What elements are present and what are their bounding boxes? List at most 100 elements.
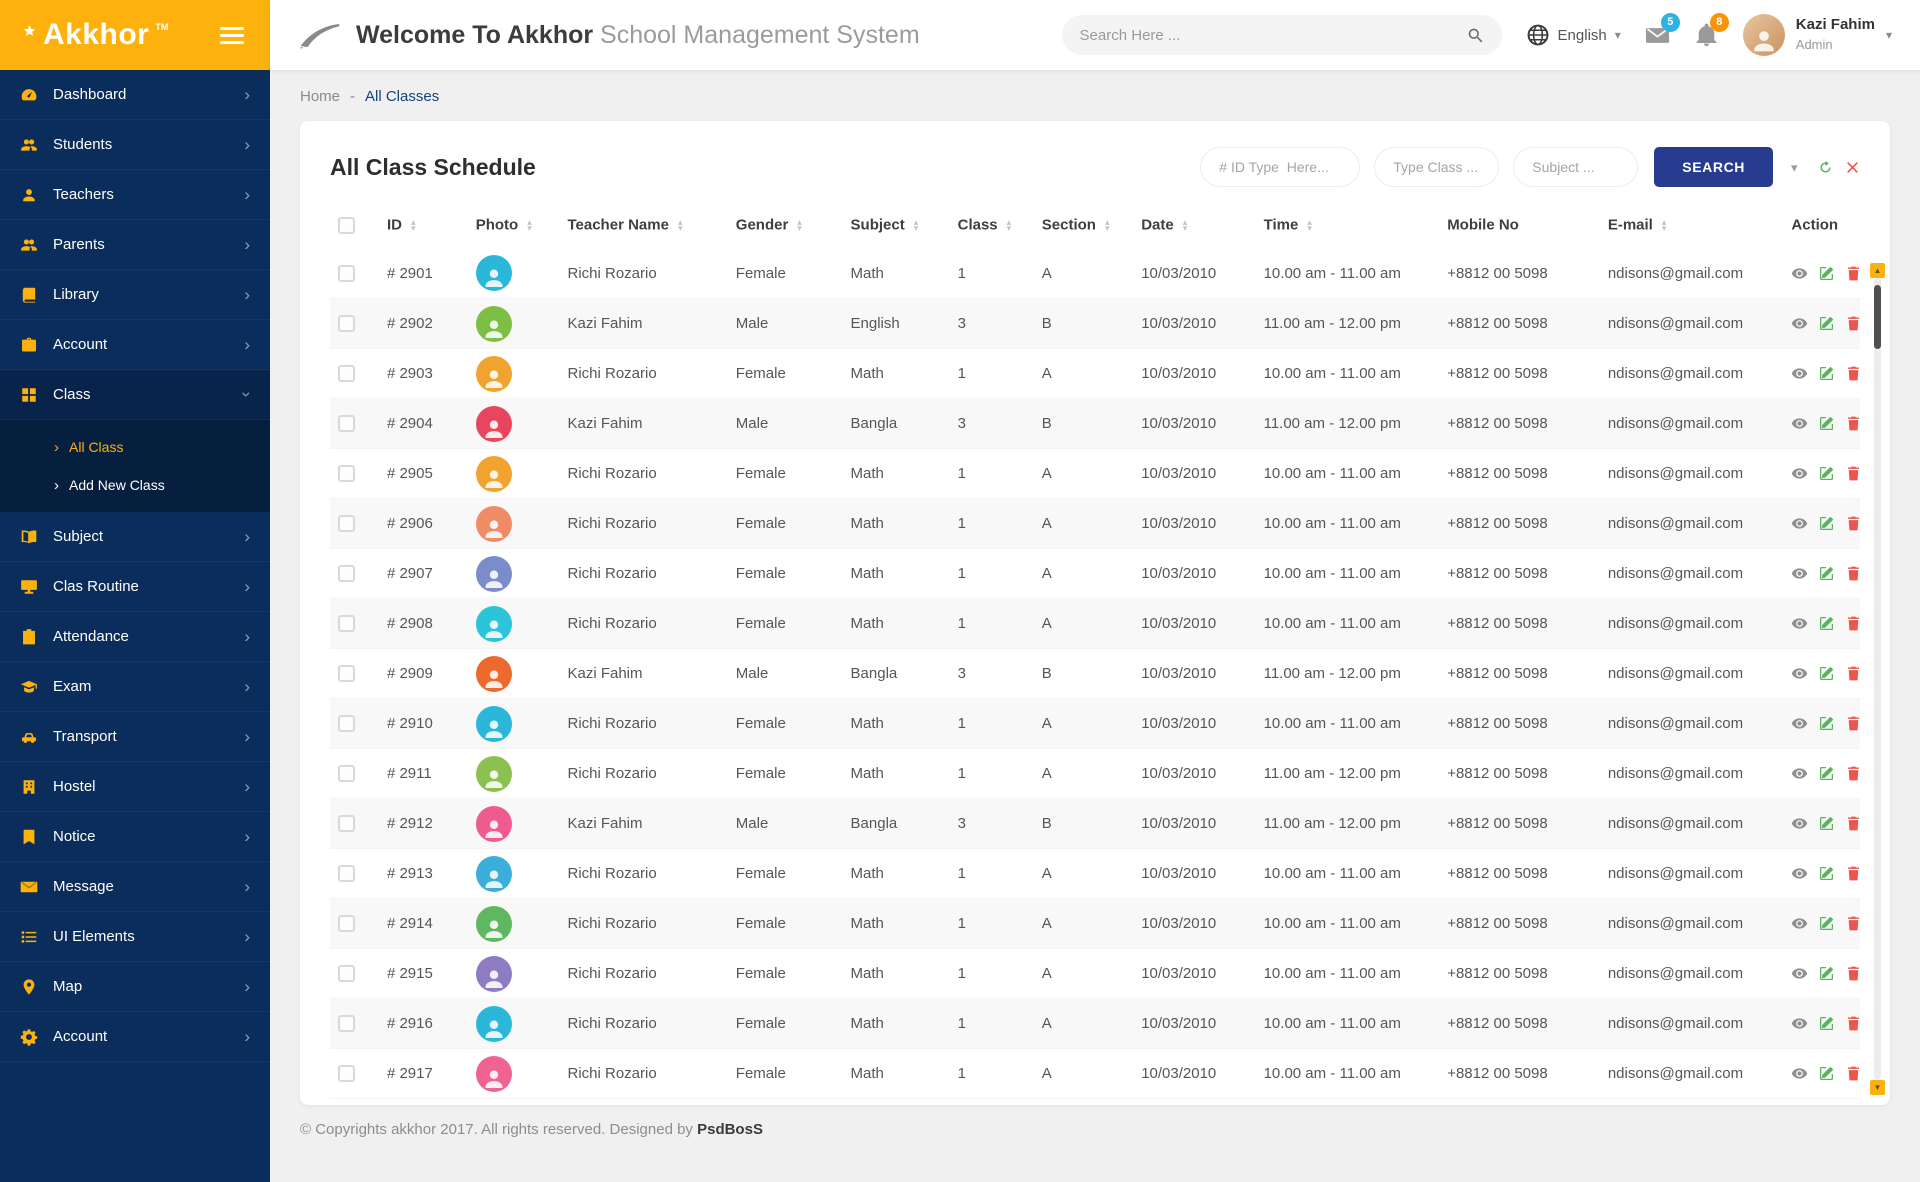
row-checkbox[interactable]	[338, 615, 355, 633]
sidebar-item-exam[interactable]: Exam ›	[0, 662, 270, 712]
delete-icon[interactable]	[1845, 865, 1860, 882]
delete-icon[interactable]	[1845, 615, 1860, 632]
edit-icon[interactable]	[1818, 515, 1835, 532]
view-icon[interactable]	[1791, 915, 1808, 932]
filter-class-input[interactable]	[1374, 147, 1500, 187]
column-header-gender[interactable]: Gender ▴ ▾	[735, 216, 802, 234]
collapse-panel-icon[interactable]: ▾	[1791, 159, 1798, 175]
sidebar-item-attendance[interactable]: Attendance ›	[0, 612, 270, 662]
refresh-icon[interactable]	[1818, 160, 1833, 175]
sort-icon[interactable]: ▴ ▾	[410, 217, 416, 234]
edit-icon[interactable]	[1818, 815, 1835, 832]
column-header-class[interactable]: Class ▴ ▾	[957, 216, 1012, 234]
submenu-item-add-new-class[interactable]: › Add New Class	[0, 466, 270, 504]
sidebar-item-message[interactable]: Message ›	[0, 862, 270, 912]
column-header-e-mail[interactable]: E-mail ▴ ▾	[1607, 216, 1667, 234]
view-icon[interactable]	[1791, 315, 1808, 332]
sidebar-item-account[interactable]: Account ›	[0, 1012, 270, 1062]
edit-icon[interactable]	[1818, 365, 1835, 382]
messages-icon[interactable]: 5	[1645, 12, 1680, 48]
row-checkbox[interactable]	[338, 815, 355, 833]
view-icon[interactable]	[1791, 265, 1808, 282]
row-checkbox[interactable]	[338, 715, 355, 733]
scroll-down-arrow-icon[interactable]: ▼	[1870, 1080, 1885, 1096]
edit-icon[interactable]	[1818, 1065, 1835, 1082]
delete-icon[interactable]	[1845, 965, 1860, 982]
delete-icon[interactable]	[1845, 565, 1860, 582]
column-header-teacher-name[interactable]: Teacher Name ▴ ▾	[567, 216, 683, 234]
select-all-checkbox[interactable]	[338, 216, 355, 234]
view-icon[interactable]	[1791, 465, 1808, 482]
edit-icon[interactable]	[1818, 965, 1835, 982]
sidebar-item-clas-routine[interactable]: Clas Routine ›	[0, 562, 270, 612]
notifications-icon[interactable]: 8	[1694, 12, 1729, 48]
view-icon[interactable]	[1791, 765, 1808, 782]
delete-icon[interactable]	[1845, 915, 1860, 932]
sidebar-item-ui-elements[interactable]: UI Elements ›	[0, 912, 270, 962]
edit-icon[interactable]	[1818, 615, 1835, 632]
edit-icon[interactable]	[1818, 265, 1835, 282]
edit-icon[interactable]	[1818, 865, 1835, 882]
row-checkbox[interactable]	[338, 365, 355, 383]
row-checkbox[interactable]	[338, 265, 355, 283]
search-button[interactable]: SEARCH	[1654, 147, 1773, 187]
breadcrumb-home[interactable]: Home	[300, 88, 341, 105]
delete-icon[interactable]	[1845, 1015, 1860, 1032]
sidebar-item-map[interactable]: Map ›	[0, 962, 270, 1012]
sort-icon[interactable]: ▴ ▾	[1661, 217, 1667, 234]
delete-icon[interactable]	[1845, 365, 1860, 382]
filter-subject-input[interactable]	[1513, 147, 1639, 187]
row-checkbox[interactable]	[338, 915, 355, 933]
delete-icon[interactable]	[1845, 465, 1860, 482]
row-checkbox[interactable]	[338, 515, 355, 533]
view-icon[interactable]	[1791, 415, 1808, 432]
delete-icon[interactable]	[1845, 665, 1860, 682]
row-checkbox[interactable]	[338, 765, 355, 783]
row-checkbox[interactable]	[338, 665, 355, 683]
filter-id-input[interactable]	[1200, 147, 1361, 187]
scroll-up-arrow-icon[interactable]: ▲	[1870, 263, 1885, 278]
view-icon[interactable]	[1791, 965, 1808, 982]
column-header-section[interactable]: Section ▴ ▾	[1041, 216, 1110, 234]
edit-icon[interactable]	[1818, 565, 1835, 582]
delete-icon[interactable]	[1845, 815, 1860, 832]
edit-icon[interactable]	[1818, 765, 1835, 782]
row-checkbox[interactable]	[338, 865, 355, 883]
sidebar-item-dashboard[interactable]: Dashboard ›	[0, 70, 270, 120]
scrollbar-thumb[interactable]	[1874, 285, 1881, 349]
view-icon[interactable]	[1791, 865, 1808, 882]
edit-icon[interactable]	[1818, 465, 1835, 482]
sidebar-item-subject[interactable]: Subject ›	[0, 512, 270, 562]
delete-icon[interactable]	[1845, 715, 1860, 732]
delete-icon[interactable]	[1845, 515, 1860, 532]
sort-icon[interactable]: ▴ ▾	[677, 217, 683, 234]
row-checkbox[interactable]	[338, 565, 355, 583]
sidebar-item-notice[interactable]: Notice ›	[0, 812, 270, 862]
view-icon[interactable]	[1791, 565, 1808, 582]
edit-icon[interactable]	[1818, 1015, 1835, 1032]
view-icon[interactable]	[1791, 665, 1808, 682]
sort-icon[interactable]: ▴ ▾	[1307, 217, 1312, 234]
sidebar-item-hostel[interactable]: Hostel ›	[0, 762, 270, 812]
delete-icon[interactable]	[1845, 415, 1860, 432]
submenu-item-all-class[interactable]: › All Class	[0, 428, 270, 466]
delete-icon[interactable]	[1845, 315, 1860, 332]
close-panel-icon[interactable]	[1845, 160, 1860, 175]
view-icon[interactable]	[1791, 815, 1808, 832]
edit-icon[interactable]	[1818, 715, 1835, 732]
column-header-photo[interactable]: Photo ▴ ▾	[475, 216, 532, 234]
delete-icon[interactable]	[1845, 1065, 1860, 1082]
column-header-subject[interactable]: Subject ▴ ▾	[850, 216, 919, 234]
row-checkbox[interactable]	[338, 315, 355, 333]
sort-icon[interactable]: ▴ ▾	[1182, 217, 1188, 234]
edit-icon[interactable]	[1818, 915, 1835, 932]
row-checkbox[interactable]	[338, 1065, 355, 1083]
view-icon[interactable]	[1791, 615, 1808, 632]
row-checkbox[interactable]	[338, 465, 355, 483]
delete-icon[interactable]	[1845, 265, 1860, 282]
view-icon[interactable]	[1791, 515, 1808, 532]
delete-icon[interactable]	[1845, 765, 1860, 782]
footer-brand-link[interactable]: PsdBosS	[697, 1121, 763, 1139]
sidebar-item-account[interactable]: Account ›	[0, 320, 270, 370]
row-checkbox[interactable]	[338, 415, 355, 433]
